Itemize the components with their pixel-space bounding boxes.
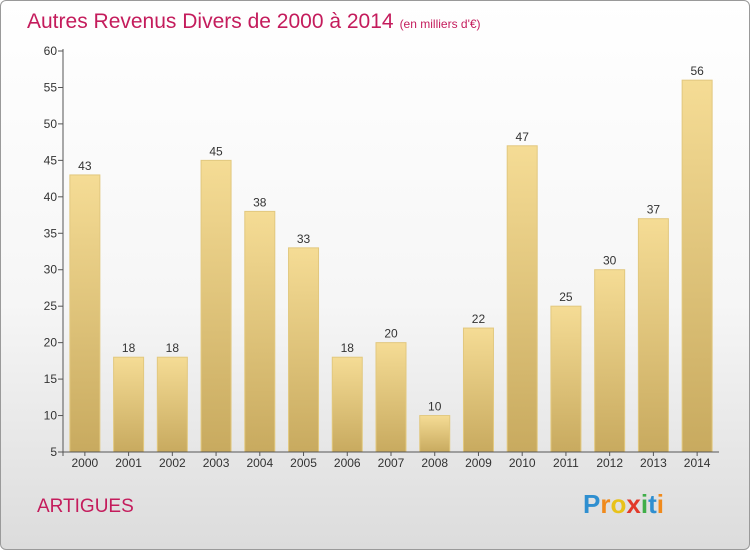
bar-2007 [375, 342, 407, 453]
y-tick-label: 20 [44, 336, 58, 350]
bar-2002 [156, 356, 188, 453]
y-tick-label: 45 [44, 153, 58, 167]
y-tick-label: 50 [44, 117, 58, 131]
value-label: 10 [428, 400, 442, 414]
x-tick-label: 2007 [378, 456, 405, 470]
bar-2009 [462, 327, 494, 453]
bar-2001 [113, 356, 145, 453]
logo-letter: i [640, 489, 649, 519]
value-label: 20 [384, 327, 398, 341]
value-label: 43 [78, 159, 92, 173]
bar-2012 [594, 269, 626, 453]
bar-2010 [506, 145, 538, 453]
x-tick-label: 2013 [640, 456, 667, 470]
y-tick-label: 60 [44, 44, 58, 58]
chart-title-text: Autres Revenus Divers de 2000 à 2014 [27, 10, 394, 33]
x-tick-label: 2004 [246, 456, 273, 470]
x-tick-label: 2006 [334, 456, 361, 470]
bar-2011 [550, 305, 582, 453]
logo-letter: t [648, 489, 657, 519]
value-label: 22 [472, 312, 486, 326]
value-label: 56 [690, 64, 704, 78]
x-tick-label: 2014 [684, 456, 711, 470]
x-tick-label: 2009 [465, 456, 492, 470]
x-tick-label: 2012 [596, 456, 623, 470]
x-tick-label: 2002 [159, 456, 186, 470]
value-label: 38 [253, 195, 267, 209]
x-tick-label: 2011 [553, 456, 579, 470]
logo-letter: P [583, 489, 601, 519]
value-label: 33 [297, 232, 311, 246]
value-label: 18 [122, 341, 136, 355]
x-tick-label: 2001 [115, 456, 142, 470]
chart-subtitle: (en milliers d'€) [399, 17, 481, 31]
x-tick-label: 2000 [72, 456, 99, 470]
value-label: 18 [341, 341, 355, 355]
y-tick-label: 35 [44, 226, 58, 240]
bar-2014 [681, 79, 713, 453]
chart-title: Autres Revenus Divers de 2000 à 2014 (en … [27, 10, 481, 34]
value-label: 18 [166, 341, 180, 355]
x-tick-label: 2008 [421, 456, 448, 470]
logo-letter: r [600, 489, 611, 519]
bar-2006 [331, 356, 363, 453]
x-tick-label: 2003 [203, 456, 230, 470]
y-tick-label: 15 [44, 372, 58, 386]
y-tick-label: 25 [44, 299, 58, 313]
logo-letter: o [610, 489, 627, 519]
y-tick-label: 5 [50, 445, 57, 459]
bar-2005 [288, 247, 320, 453]
proxiti-logo: Proxiti [583, 489, 664, 520]
logo-letter: x [626, 489, 641, 519]
city-name: ARTIGUES [37, 496, 134, 517]
bar-2008 [419, 415, 451, 453]
value-label: 47 [516, 130, 530, 144]
y-tick-label: 10 [44, 409, 58, 423]
x-tick-label: 2010 [509, 456, 536, 470]
bar-2004 [244, 210, 276, 453]
value-label: 37 [647, 203, 661, 217]
value-label: 45 [209, 144, 223, 158]
bar-2013 [637, 218, 669, 453]
y-tick-label: 55 [44, 80, 58, 94]
value-label: 30 [603, 254, 617, 268]
y-tick-label: 30 [44, 263, 58, 277]
x-tick-label: 2005 [290, 456, 317, 470]
value-label: 25 [559, 290, 573, 304]
bar-2003 [200, 159, 232, 453]
bar-2000 [69, 174, 101, 453]
logo-letter: i [656, 489, 664, 519]
y-tick-label: 40 [44, 190, 58, 204]
